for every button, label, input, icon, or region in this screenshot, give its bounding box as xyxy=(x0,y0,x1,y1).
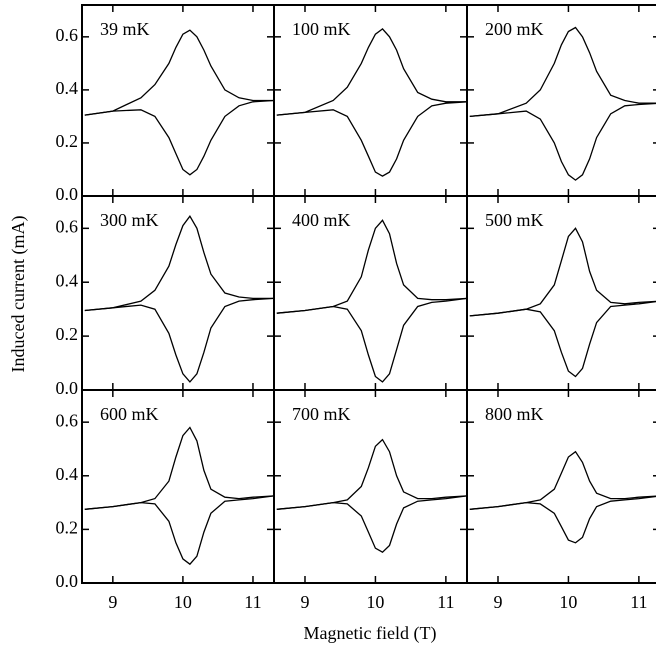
panel-title: 800 mK xyxy=(485,404,544,424)
y-tick-label: 0.6 xyxy=(56,216,79,236)
x-tick-label: 10 xyxy=(366,592,384,612)
y-tick-label: 0.0 xyxy=(56,184,79,204)
curve xyxy=(276,101,468,177)
curve xyxy=(276,297,468,383)
y-tick-label: 0.2 xyxy=(56,324,79,344)
y-tick-label: 0.0 xyxy=(56,571,79,591)
curve xyxy=(276,219,468,314)
curve xyxy=(84,29,274,116)
y-tick-label: 0.0 xyxy=(56,378,79,398)
y-axis-label: Induced current (mA) xyxy=(8,216,29,373)
x-tick-label: 11 xyxy=(437,592,454,612)
x-tick-label: 9 xyxy=(300,592,309,612)
y-tick-label: 0.2 xyxy=(56,131,79,151)
x-tick-label: 9 xyxy=(493,592,502,612)
y-tick-label: 0.6 xyxy=(56,25,79,45)
panel-title: 500 mK xyxy=(485,210,544,230)
curve xyxy=(469,227,656,317)
x-tick-label: 10 xyxy=(174,592,192,612)
x-tick-label: 9 xyxy=(108,592,117,612)
curve xyxy=(469,26,656,118)
curve xyxy=(469,450,656,510)
y-tick-label: 0.4 xyxy=(56,78,79,98)
x-tick-label: 10 xyxy=(559,592,577,612)
panel-frame xyxy=(466,389,656,584)
panel-title: 600 mK xyxy=(100,404,159,424)
y-tick-label: 0.4 xyxy=(56,270,79,290)
curve xyxy=(276,438,468,510)
curve xyxy=(276,28,467,116)
curve xyxy=(84,426,275,510)
x-tick-label: 11 xyxy=(244,592,261,612)
curve xyxy=(84,215,274,312)
curve xyxy=(276,495,468,554)
x-tick-label: 11 xyxy=(630,592,647,612)
x-axis-label: Magnetic field (T) xyxy=(304,623,437,644)
y-tick-label: 0.2 xyxy=(56,518,79,538)
curve xyxy=(469,495,656,544)
panel-title: 300 mK xyxy=(100,210,159,230)
curve xyxy=(469,300,656,378)
panel-title: 400 mK xyxy=(292,210,351,230)
curve xyxy=(84,297,275,383)
curve xyxy=(84,99,275,176)
curve xyxy=(469,102,656,181)
panel-title: 100 mK xyxy=(292,19,351,39)
panel-title: 700 mK xyxy=(292,404,351,424)
y-tick-label: 0.4 xyxy=(56,464,79,484)
curve xyxy=(84,495,275,566)
panel-title: 200 mK xyxy=(485,19,544,39)
y-tick-label: 0.6 xyxy=(56,410,79,430)
panel-title: 39 mK xyxy=(100,19,150,39)
